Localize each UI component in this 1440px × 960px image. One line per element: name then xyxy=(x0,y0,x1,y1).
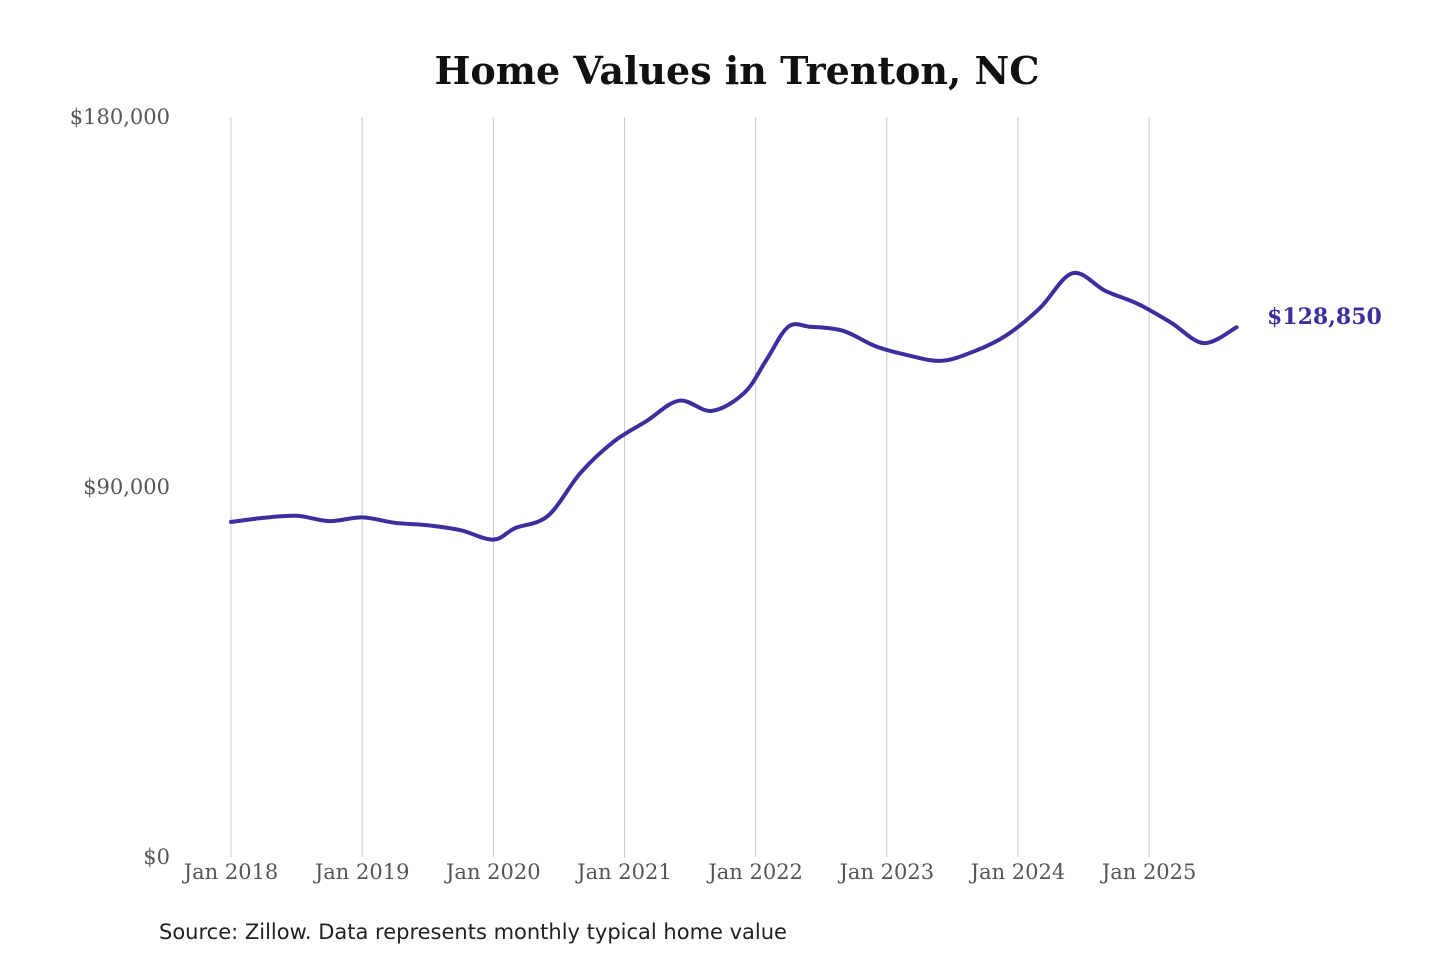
series-line xyxy=(229,270,1239,542)
x-tick-label: Jan 2023 xyxy=(838,860,935,884)
x-tick-label: Jan 2021 xyxy=(575,860,672,884)
y-tick-label: $180,000 xyxy=(70,105,170,129)
y-axis-ticks: $0 $90,000 $180,000 xyxy=(70,105,170,869)
x-tick-label: Jan 2022 xyxy=(706,860,803,884)
x-tick-label: Jan 2024 xyxy=(969,860,1066,884)
x-axis-ticks: Jan 2018 Jan 2019 Jan 2020 Jan 2021 Jan 2022… xyxy=(182,860,1197,884)
x-tick-label: Jan 2019 xyxy=(313,860,410,884)
x-tick-label: Jan 2020 xyxy=(444,860,541,884)
end-value-label: $128,850 xyxy=(1267,304,1382,330)
x-tick-label: Jan 2018 xyxy=(182,860,279,884)
x-tick-label: Jan 2025 xyxy=(1100,860,1197,884)
source-note: Source: Zillow. Data represents monthly … xyxy=(159,920,787,944)
y-tick-label: $90,000 xyxy=(83,475,170,499)
chart-title: Home Values in Trenton, NC xyxy=(435,48,1040,93)
gridlines xyxy=(230,117,1150,857)
y-tick-label: $0 xyxy=(143,845,170,869)
